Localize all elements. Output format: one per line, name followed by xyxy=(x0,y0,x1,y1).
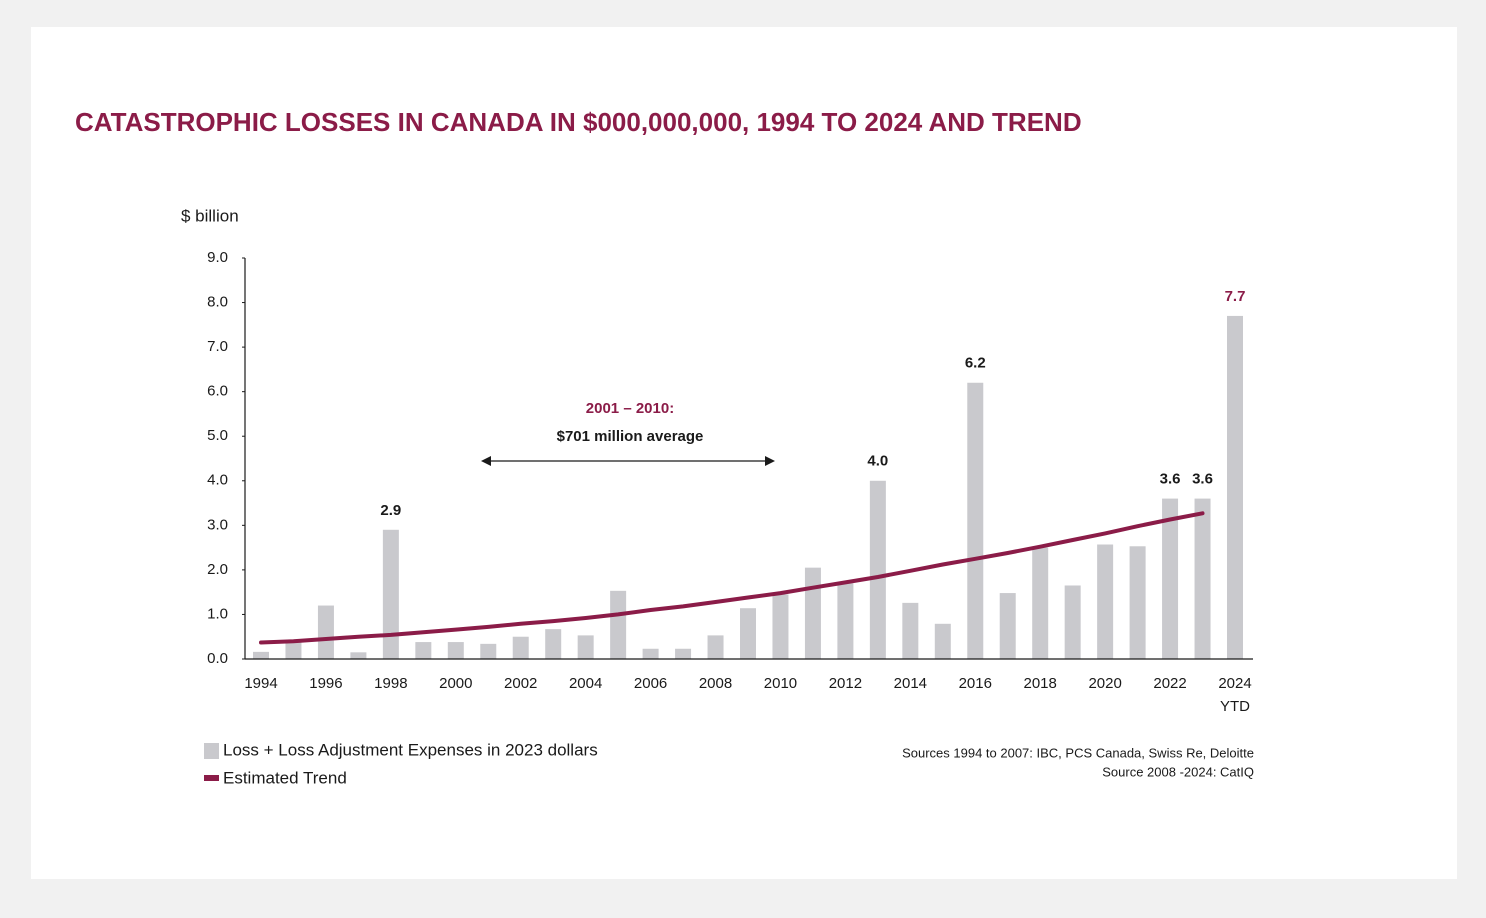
bar xyxy=(480,643,497,659)
annotation-title: 2001 – 2010: xyxy=(586,400,674,417)
bar xyxy=(934,623,951,659)
y-tick-label: 3.0 xyxy=(207,516,228,533)
x-tick-label: 2012 xyxy=(828,675,863,692)
bar xyxy=(447,642,464,659)
x-tick-label: 2002 xyxy=(504,675,538,692)
x-tick-label: 2018 xyxy=(1023,675,1057,692)
x-tick-label: 2014 xyxy=(893,675,928,692)
y-tick-label: 9.0 xyxy=(207,249,228,266)
bar xyxy=(253,651,269,659)
annotation-arrow xyxy=(481,456,775,466)
x-tick-label: 1998 xyxy=(374,675,408,692)
bar xyxy=(837,583,854,659)
bar xyxy=(545,629,562,659)
x-tick-label: 2008 xyxy=(698,675,733,692)
value-label: 3.6 xyxy=(1160,471,1181,488)
bar xyxy=(999,593,1016,659)
bar xyxy=(1097,544,1114,659)
bar xyxy=(804,567,821,659)
bar xyxy=(740,608,756,659)
annotation-text: $701 million average xyxy=(557,428,704,445)
y-tick-label: 0.0 xyxy=(207,650,228,667)
legend-swatch xyxy=(204,775,219,781)
value-label: 6.2 xyxy=(965,355,986,372)
bar xyxy=(1162,498,1179,659)
bar xyxy=(317,605,334,659)
x-tick-label: 2024 YTD xyxy=(1218,675,1252,715)
x-tick-label: 1996 xyxy=(309,675,343,692)
x-tick-label: 2004 xyxy=(568,675,603,692)
bar xyxy=(772,594,789,659)
legend-swatch xyxy=(204,743,219,759)
bar xyxy=(415,642,432,659)
x-tick-label: 2006 xyxy=(633,675,668,692)
value-label: 4.0 xyxy=(867,453,888,470)
legend-label: Estimated Trend xyxy=(223,768,347,787)
x-tick-label: 1994 xyxy=(244,675,278,692)
y-tick-label: 4.0 xyxy=(207,472,228,489)
bar xyxy=(1227,315,1243,659)
chart-title: CATASTROPHIC LOSSES IN CANADA IN $000,00… xyxy=(75,107,1082,137)
bar xyxy=(675,648,692,659)
x-tick-label: 2010 xyxy=(763,675,798,692)
value-label: 2.9 xyxy=(380,502,401,519)
y-tick-label: 8.0 xyxy=(207,294,228,311)
y-tick-label: 2.0 xyxy=(207,561,228,578)
bar xyxy=(1032,547,1049,659)
y-axis-label: $ billion xyxy=(181,206,239,225)
bar xyxy=(1129,546,1146,659)
value-label: 7.7 xyxy=(1225,288,1246,305)
x-tick-label: 2020 xyxy=(1088,675,1122,692)
bar xyxy=(350,652,367,659)
y-tick-label: 5.0 xyxy=(207,427,228,444)
arrow-head xyxy=(481,456,491,466)
bar xyxy=(1064,585,1081,659)
arrow-head xyxy=(765,456,775,466)
source-note: Source 2008 -2024: CatIQ xyxy=(1102,764,1254,779)
bar xyxy=(707,635,724,659)
bar xyxy=(285,641,302,659)
x-tick-label: 2022 xyxy=(1153,675,1187,692)
bar xyxy=(512,636,529,659)
legend-label: Loss + Loss Adjustment Expenses in 2023 … xyxy=(223,740,598,759)
x-tick-label: 2000 xyxy=(439,675,473,692)
bar xyxy=(610,590,627,659)
value-label: 3.6 xyxy=(1192,471,1213,488)
bar xyxy=(902,602,919,659)
bar xyxy=(967,382,984,659)
y-tick-label: 7.0 xyxy=(207,338,228,355)
bar xyxy=(642,648,659,659)
trend-line xyxy=(259,511,1205,645)
bar xyxy=(869,480,886,659)
bar xyxy=(577,635,594,659)
y-tick-label: 6.0 xyxy=(207,383,228,400)
bar xyxy=(1194,498,1211,659)
y-tick-label: 1.0 xyxy=(207,605,228,622)
source-note: Sources 1994 to 2007: IBC, PCS Canada, S… xyxy=(902,745,1254,760)
bar xyxy=(382,529,399,659)
panel xyxy=(31,27,1457,879)
x-tick-label: 2016 xyxy=(958,675,992,692)
